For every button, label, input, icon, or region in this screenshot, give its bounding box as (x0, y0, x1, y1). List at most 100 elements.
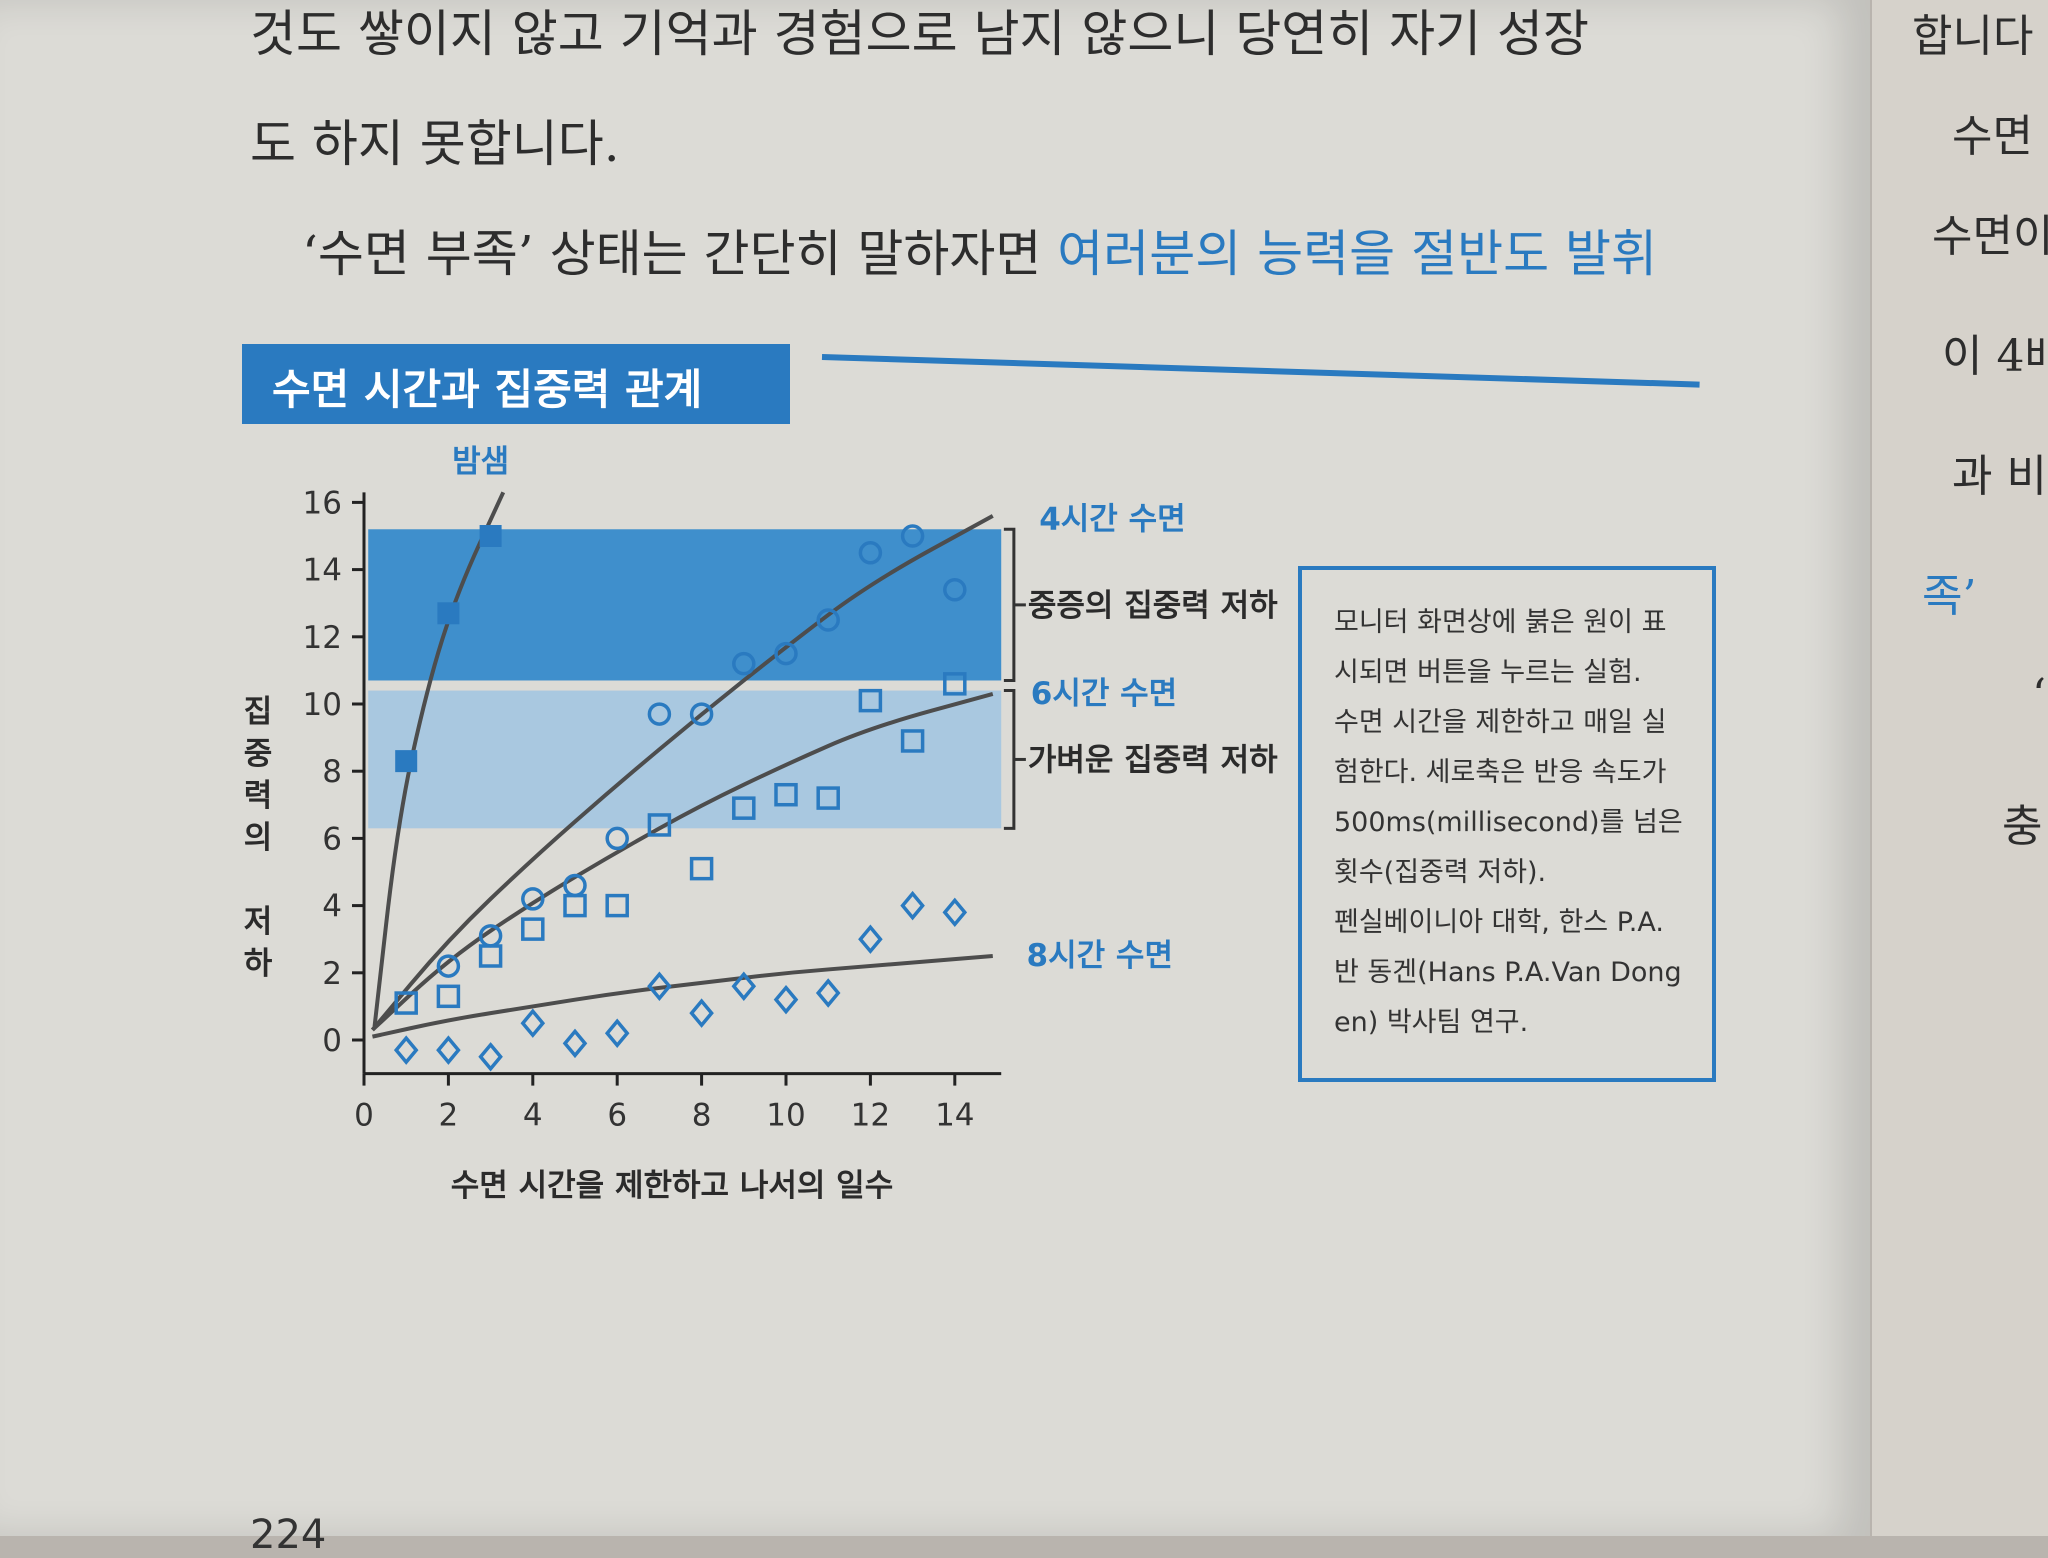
adjacent-page-line: 수면 (1952, 111, 2033, 162)
note-line: 횟수(집중력 저하). (1334, 857, 1547, 888)
note-line: en) 박사팀 연구. (1334, 1007, 1529, 1038)
y-tick-label: 8 (322, 754, 342, 790)
point-6h (478, 944, 503, 968)
point-6h (394, 991, 418, 1015)
point-8h (436, 1035, 461, 1065)
point-6h (436, 984, 461, 1009)
point-8h (815, 978, 841, 1008)
point-6h (774, 782, 798, 807)
adjacent-page-line: 합니다 (1912, 11, 2034, 62)
point-all-nighter (479, 525, 502, 547)
x-tick-label: 2 (439, 1098, 459, 1134)
point-4h (774, 641, 798, 666)
point-4h (943, 578, 967, 602)
bands-layer (368, 529, 1002, 829)
adjacent-page-line: 족’ (1922, 571, 1977, 622)
point-8h (520, 1008, 546, 1038)
point-8h (393, 1035, 419, 1065)
axes-layer: 0 2 4 6 8 10 12 14 16 0 2 4 6 8 10 12 14 수면 시간을 제한하고 나서의 … (244, 485, 1002, 1204)
point-6h (647, 813, 672, 837)
adjacent-page-line: 과 비 (1952, 451, 2047, 502)
point-4h (521, 887, 545, 911)
y-axis-label-char: 력 (244, 778, 273, 814)
y-tick-label: 12 (303, 620, 342, 656)
band-severe (368, 529, 1002, 681)
y-tick-label: 14 (303, 553, 342, 589)
y-axis-label-char: 하 (244, 946, 273, 982)
x-tick-label: 4 (523, 1098, 543, 1134)
point-8h (647, 971, 672, 1001)
band-bracket (1003, 689, 1016, 830)
x-tick-label: 12 (851, 1098, 890, 1134)
point-6h (900, 729, 925, 753)
band-label: 중증의 집중력 저하 (1028, 588, 1278, 624)
y-tick-label: 10 (303, 687, 342, 723)
point-8h (858, 924, 883, 954)
point-8h (942, 897, 968, 928)
trend-line (371, 691, 994, 1032)
point-4h (436, 954, 461, 978)
body-line-3: ‘수면 부족’ 상태는 간단히 말하자면 여러분의 능력을 절반도 발휘 (302, 214, 1657, 286)
y-tick-label: 6 (322, 821, 342, 857)
y-axis-label-char: 저 (244, 904, 273, 940)
note-line: 반 동겐(Hans P.A.Van Dong (1334, 957, 1682, 988)
note-line: 모니터 화면상에 붉은 원이 표 (1334, 607, 1667, 638)
point-4h (900, 524, 925, 548)
point-4h (858, 541, 883, 565)
point-6h (689, 856, 714, 881)
x-tick-label: 6 (607, 1098, 627, 1134)
point-6h (858, 688, 883, 713)
adjacent-page-line: ‘ (2032, 670, 2046, 721)
y-axis-label-char: 집 (244, 694, 273, 730)
note-line: 수면 시간을 제한하고 매일 실 (1334, 707, 1667, 738)
series-label: 6시간 수면 (1031, 676, 1177, 712)
point-4h (732, 651, 756, 676)
point-all-nighter (437, 602, 460, 625)
y-axis-label-char (253, 862, 264, 898)
point-4h (816, 608, 840, 632)
point-6h (816, 786, 840, 810)
y-tick-label: 2 (322, 956, 342, 992)
y-axis-label-char: 중 (244, 736, 273, 772)
point-8h (478, 1042, 503, 1072)
x-tick-label: 8 (692, 1098, 712, 1134)
point-6h (732, 796, 756, 820)
figure-title-box (242, 344, 790, 424)
sleep-focus-chart: 0 2 4 6 8 10 12 14 16 0 2 4 6 8 10 12 14 수면 시간을 제한하고 나서의 … (244, 444, 1278, 1204)
book-page: 것도 쌓이지 않고 기억과 경험으로 남지 않으니 당연히 자기 성장 도 하지… (0, 0, 1870, 1558)
x-axis-label: 수면 시간을 제한하고 나서의 일수 (451, 1168, 893, 1204)
trend-line (372, 954, 993, 1039)
point-4h (689, 702, 714, 726)
point-4h (647, 702, 672, 726)
point-6h (605, 893, 629, 918)
page-number: 224 (250, 1512, 327, 1558)
adjacent-page-line: 이 4배 (1942, 331, 2048, 382)
series-label: 밤샘 (452, 444, 509, 480)
adjacent-page: 합니다 수면 수면이 이 4배 과 비 족’ ‘ 충 (1872, 0, 2048, 1536)
body-line-2: 도 하지 못합니다. (250, 115, 620, 173)
point-6h (521, 917, 545, 941)
note-line: 펜실베이니아 대학, 한스 P.A. (1334, 907, 1664, 938)
y-axis-label-char: 의 (244, 820, 273, 856)
band-label: 가벼운 집중력 저하 (1028, 742, 1278, 778)
point-8h (689, 998, 714, 1028)
band-mild (368, 690, 1002, 829)
figure-title: 수면 시간과 집중력 관계 (272, 365, 703, 414)
y-tick-label: 16 (303, 485, 342, 521)
point-8h (604, 1018, 630, 1049)
point-6h (563, 893, 587, 918)
point-6h (943, 672, 967, 696)
x-tick-label: 10 (766, 1098, 805, 1134)
y-tick-label: 4 (322, 889, 342, 925)
note-line: 500ms(millisecond)를 넘은 (1334, 807, 1683, 838)
band-bracket (1003, 527, 1016, 682)
note-line: 시되면 버튼을 누르는 실험. (1334, 657, 1642, 688)
body-line-3-plain: ‘수면 부족’ 상태는 간단히 말하자면 (302, 225, 1042, 283)
adjacent-page-line: 충 (2002, 801, 2043, 852)
point-8h (773, 984, 799, 1015)
series-label: 8시간 수면 (1027, 938, 1173, 974)
trend-line (370, 514, 994, 1032)
series-label: 4시간 수면 (1039, 501, 1185, 537)
